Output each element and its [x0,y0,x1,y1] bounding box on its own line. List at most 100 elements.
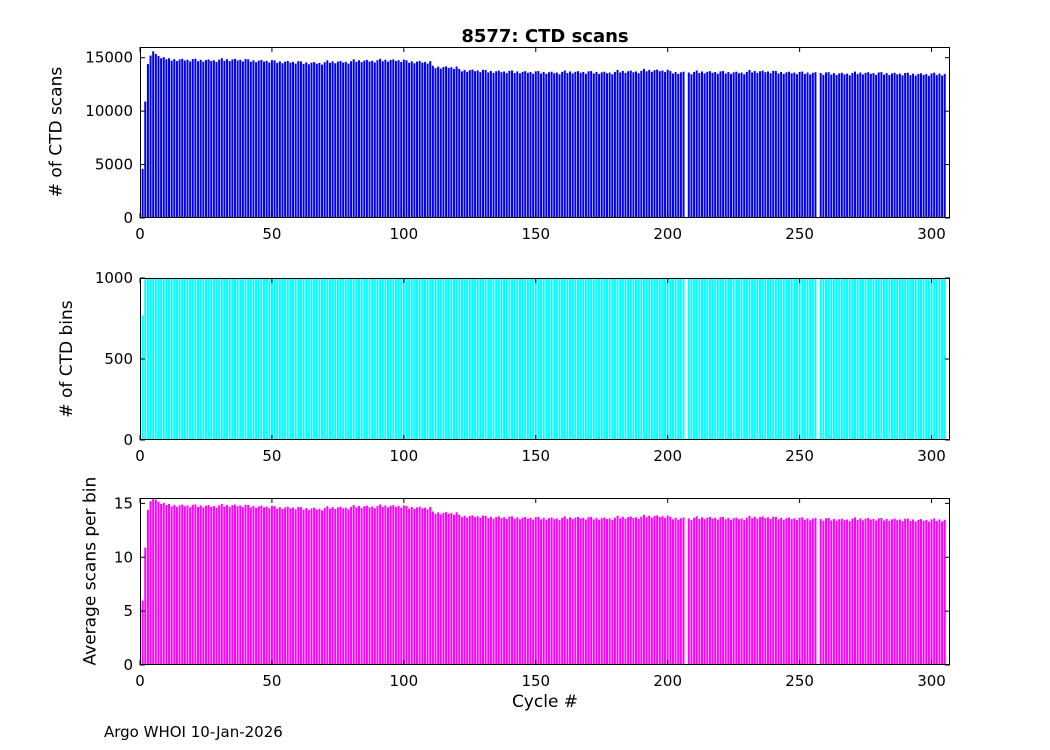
bar [690,74,693,218]
bar [455,512,458,665]
bar [642,68,645,218]
bar [830,74,833,218]
bar [484,278,487,440]
bar [389,60,392,218]
bar [906,278,909,440]
bar [716,519,719,665]
bar [906,518,909,665]
bar [157,278,160,440]
bar [357,505,360,665]
bar [706,71,709,218]
bar [595,517,598,665]
bar [861,278,864,440]
bar [397,278,400,440]
bar [286,61,289,218]
bar [429,278,432,440]
bar [832,278,835,440]
bar [160,58,163,218]
bar [864,278,867,440]
bar [241,507,244,665]
bar [706,278,709,440]
bar [917,73,920,219]
bar [883,520,886,665]
bar [405,506,408,665]
bar [336,507,339,665]
bar [737,73,740,218]
bar [619,518,622,665]
bar [730,278,733,440]
bar [748,69,751,218]
bar [627,71,630,218]
bar [257,60,260,218]
bar [197,506,200,665]
bar [321,278,324,440]
bar [204,60,207,218]
bar [711,72,714,218]
bar [666,69,669,218]
bar [526,518,529,665]
bar [379,58,382,219]
bar [537,278,540,440]
bar [751,518,754,665]
bar [851,278,854,440]
bar [819,278,822,440]
bar [247,278,250,440]
bar [875,520,878,665]
bar [418,278,421,440]
bar [838,278,841,440]
bar [943,519,946,665]
bar [563,516,566,665]
bar [458,278,461,440]
bar [379,278,382,440]
bar [186,505,189,665]
bar [798,517,801,665]
bar [146,64,149,218]
bar [471,69,474,218]
bar [524,516,527,665]
bar [935,520,938,665]
bar [307,278,310,440]
bar [867,278,870,440]
bar [355,61,358,218]
bar [394,61,397,218]
bar [592,519,595,665]
bar [305,278,308,440]
bar [318,508,321,665]
bar [363,278,366,440]
bar [582,72,585,218]
bar [872,518,875,665]
bar [339,61,342,218]
bar [584,73,587,218]
bar [231,59,234,218]
bar [861,74,864,218]
bar [912,519,915,665]
bar [336,61,339,218]
bar [629,70,632,219]
bar [906,72,909,219]
bar [801,278,804,440]
bar [445,66,448,218]
bar [574,278,577,440]
bar [592,73,595,218]
bar [619,278,622,440]
bar [872,73,875,218]
subplot-1: 0 5000 10000 15000 0 50 100 150 200 250 300 [85,47,950,243]
bar [835,75,838,218]
bar [751,278,754,440]
bar [540,519,543,665]
bar [898,278,901,440]
bar [582,517,585,665]
bar [400,507,403,665]
bar [331,278,334,440]
bar [772,278,775,440]
bar [571,73,574,219]
bar [540,278,543,440]
bar [724,278,727,440]
bar [880,517,883,665]
bar [294,278,297,440]
bar [547,518,550,665]
bar [653,515,656,665]
bar [326,278,329,440]
bar [814,72,817,218]
bar [679,278,682,440]
